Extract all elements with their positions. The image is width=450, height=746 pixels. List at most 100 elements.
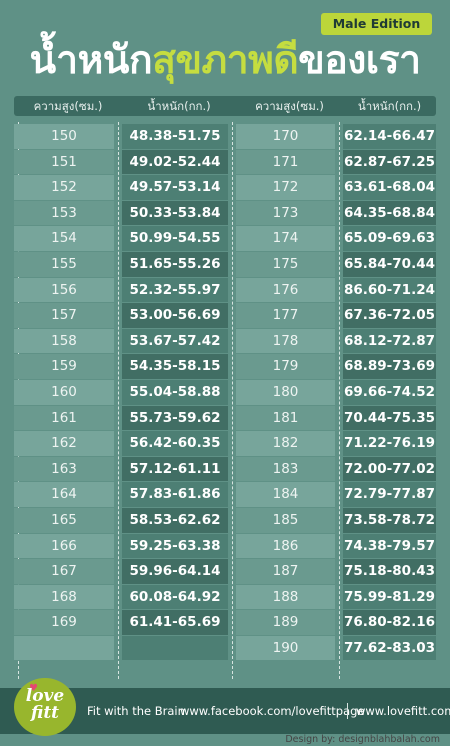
table-row: 161 55.73-59.62 181 70.44-75.35 bbox=[14, 405, 436, 431]
dashed-guide-3 bbox=[232, 122, 233, 679]
height-cell-right: 177 bbox=[236, 303, 335, 328]
height-cell-left bbox=[14, 635, 114, 661]
table-row: 158 53.67-57.42 178 68.12-72.87 bbox=[14, 328, 436, 354]
table-row: 166 59.25-63.38 186 74.38-79.57 bbox=[14, 533, 436, 559]
heart-icon: ♥ bbox=[29, 683, 38, 694]
height-cell-left: 153 bbox=[14, 200, 114, 226]
height-cell-right: 176 bbox=[236, 277, 335, 303]
weight-cell-left: 56.42-60.35 bbox=[122, 431, 228, 456]
table-row: 163 57.12-61.11 183 72.00-77.02 bbox=[14, 456, 436, 482]
height-cell-left: 151 bbox=[14, 149, 114, 175]
weight-cell-right: 69.66-74.52 bbox=[343, 379, 436, 405]
height-cell-right: 190 bbox=[236, 635, 335, 661]
weight-table: 150 48.38-51.75 170 62.14-66.47 151 49.02-52.… bbox=[14, 124, 436, 661]
weight-cell-right: 70.44-75.35 bbox=[343, 405, 436, 431]
weight-cell-right: 64.35-68.84 bbox=[343, 200, 436, 226]
weight-cell-left: 55.73-59.62 bbox=[122, 405, 228, 431]
height-cell-left: 169 bbox=[14, 610, 114, 635]
height-cell-left: 157 bbox=[14, 303, 114, 328]
table-row: 167 59.96-64.14 187 75.18-80.43 bbox=[14, 559, 436, 584]
website-link[interactable]: www.lovefitt.com bbox=[356, 704, 450, 718]
table-row: 164 57.83-61.86 184 72.79-77.87 bbox=[14, 482, 436, 507]
height-cell-right: 178 bbox=[236, 328, 335, 354]
footer-separator bbox=[347, 703, 348, 719]
design-credit: Design by: designblahbalah.com bbox=[285, 734, 440, 745]
weight-cell-right: 75.99-81.29 bbox=[343, 584, 436, 610]
weight-cell-right: 73.58-78.72 bbox=[343, 507, 436, 533]
weight-cell-left: 59.25-63.38 bbox=[122, 533, 228, 559]
weight-cell-right: 71.22-76.19 bbox=[343, 431, 436, 456]
height-cell-right: 189 bbox=[236, 610, 335, 635]
facebook-link[interactable]: www.facebook.com/lovefittpage bbox=[180, 704, 365, 718]
table-row: 150 48.38-51.75 170 62.14-66.47 bbox=[14, 124, 436, 149]
dashed-guide-4 bbox=[339, 122, 340, 679]
height-cell-right: 171 bbox=[236, 149, 335, 175]
height-cell-left: 155 bbox=[14, 251, 114, 277]
table-row: 155 51.65-55.26 175 65.84-70.44 bbox=[14, 251, 436, 277]
height-cell-left: 164 bbox=[14, 482, 114, 507]
weight-cell-right: 62.87-67.25 bbox=[343, 149, 436, 175]
height-cell-right: 186 bbox=[236, 533, 335, 559]
height-cell-right: 170 bbox=[236, 124, 335, 149]
table-row: 154 50.99-54.55 174 65.09-69.63 bbox=[14, 226, 436, 251]
weight-cell-left: 57.12-61.11 bbox=[122, 456, 228, 482]
page-title: น้ำหนักสุขภาพดีของเรา bbox=[0, 31, 450, 91]
height-cell-right: 179 bbox=[236, 354, 335, 379]
weight-cell-right: 72.79-77.87 bbox=[343, 482, 436, 507]
table-row: 157 53.00-56.69 177 67.36-72.05 bbox=[14, 303, 436, 328]
weight-cell-left: 53.67-57.42 bbox=[122, 328, 228, 354]
header-height-right: ความสูง(ซม.) bbox=[255, 99, 324, 113]
weight-cell-left: 50.33-53.84 bbox=[122, 200, 228, 226]
table-row: 160 55.04-58.88 180 69.66-74.52 bbox=[14, 379, 436, 405]
weight-cell-left: 54.35-58.15 bbox=[122, 354, 228, 379]
logo-text-line-2: fitt bbox=[30, 703, 60, 723]
weight-cell-left: 57.83-61.86 bbox=[122, 482, 228, 507]
weight-cell-right: 74.38-79.57 bbox=[343, 533, 436, 559]
logo-text-line-1: love bbox=[25, 686, 65, 706]
weight-cell-right: 67.36-72.05 bbox=[343, 303, 436, 328]
height-cell-right: 174 bbox=[236, 226, 335, 251]
height-cell-left: 162 bbox=[14, 431, 114, 456]
height-cell-left: 159 bbox=[14, 354, 114, 379]
height-cell-right: 180 bbox=[236, 379, 335, 405]
weight-cell-left: 49.02-52.44 bbox=[122, 149, 228, 175]
table-row: 169 61.41-65.69 189 76.80-82.16 bbox=[14, 610, 436, 635]
table-row: 165 58.53-62.62 185 73.58-78.72 bbox=[14, 507, 436, 533]
height-cell-right: 172 bbox=[236, 175, 335, 200]
weight-cell-right: 62.14-66.47 bbox=[343, 124, 436, 149]
weight-cell-right: 68.89-73.69 bbox=[343, 354, 436, 379]
height-cell-left: 152 bbox=[14, 175, 114, 200]
height-cell-left: 163 bbox=[14, 456, 114, 482]
edition-badge: Male Edition bbox=[321, 13, 432, 35]
table-row: 190 77.62-83.03 bbox=[14, 635, 436, 661]
table-header: ความสูง(ซม.) น้ำหนัก(กก.) ความสูง(ซม.) น… bbox=[14, 96, 436, 116]
height-cell-right: 181 bbox=[236, 405, 335, 431]
height-cell-right: 183 bbox=[236, 456, 335, 482]
lovefitt-logo bbox=[14, 678, 76, 736]
header-height-left: ความสูง(ซม.) bbox=[33, 99, 103, 113]
height-cell-left: 158 bbox=[14, 328, 114, 354]
weight-cell-left: 55.04-58.88 bbox=[122, 379, 228, 405]
weight-cell-left: 59.96-64.14 bbox=[122, 559, 228, 584]
title-part-1: น้ำหนัก bbox=[29, 38, 153, 83]
weight-cell-right: 86.60-71.24 bbox=[343, 277, 436, 303]
weight-cell-left bbox=[122, 635, 228, 661]
weight-cell-left: 49.57-53.14 bbox=[122, 175, 228, 200]
weight-cell-right: 63.61-68.04 bbox=[343, 175, 436, 200]
header-weight-right: น้ำหนัก(กก.) bbox=[357, 99, 422, 113]
height-cell-right: 185 bbox=[236, 507, 335, 533]
height-cell-right: 175 bbox=[236, 251, 335, 277]
weight-cell-right: 72.00-77.02 bbox=[343, 456, 436, 482]
height-cell-left: 167 bbox=[14, 559, 114, 584]
table-row: 151 49.02-52.44 171 62.87-67.25 bbox=[14, 149, 436, 175]
table-row: 153 50.33-53.84 173 64.35-68.84 bbox=[14, 200, 436, 226]
height-cell-left: 160 bbox=[14, 379, 114, 405]
dashed-guide-2 bbox=[118, 122, 119, 679]
weight-cell-left: 51.65-55.26 bbox=[122, 251, 228, 277]
weight-cell-right: 68.12-72.87 bbox=[343, 328, 436, 354]
table-row: 156 52.32-55.97 176 86.60-71.24 bbox=[14, 277, 436, 303]
weight-cell-right: 75.18-80.43 bbox=[343, 559, 436, 584]
table-row: 152 49.57-53.14 172 63.61-68.04 bbox=[14, 175, 436, 200]
height-cell-left: 156 bbox=[14, 277, 114, 303]
